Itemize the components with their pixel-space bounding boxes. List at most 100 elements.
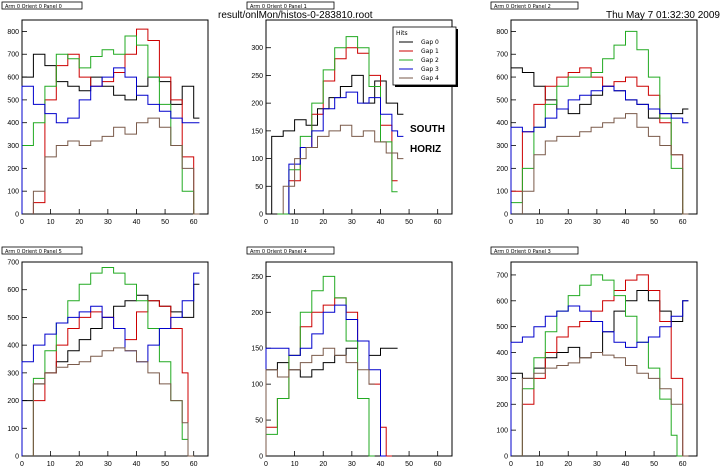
x-tick-label: 60 [190,461,198,468]
x-tick-label: 50 [650,219,658,226]
x-tick-label: 10 [536,461,544,468]
y-tick-label: 200 [496,402,508,409]
y-tick-label: 100 [7,426,19,433]
panel-title: Arm 0 Orient 0 Panel 2 [494,4,551,10]
series-line-gap-3 [21,272,200,456]
x-tick-label: 20 [319,461,327,468]
series-line-gap-4 [282,124,404,214]
legend-entry: Gap 0 [421,39,439,46]
y-tick-label: 0 [259,454,263,461]
x-tick-label: 30 [348,461,356,468]
series-line-gap-2 [521,274,683,457]
y-tick-label: 600 [496,298,508,305]
x-tick-label: 50 [161,219,169,226]
y-tick-label: 700 [496,272,508,279]
x-tick-label: 20 [75,219,83,226]
y-tick-label: 700 [496,52,508,59]
x-tick-label: 40 [622,219,630,226]
y-tick-label: 100 [496,428,508,435]
panel-title: Arm 0 Orient 0 Panel 5 [5,249,62,255]
panel-title-box [490,1,579,10]
series-line-gap-3 [21,67,200,214]
plot-frame [265,261,453,457]
plot-frame [265,19,453,215]
series-line-gap-2 [21,35,200,215]
x-tick-label: 50 [405,219,413,226]
y-tick-label: 500 [7,97,19,104]
x-tick-label: 20 [319,219,327,226]
x-tick-label: 30 [593,219,601,226]
panel-title-box [246,1,335,10]
x-tick-label: 20 [564,219,572,226]
y-tick-label: 400 [7,120,19,127]
x-tick-label: 60 [434,461,442,468]
series-line-gap-0 [510,67,689,214]
y-tick-label: 100 [251,382,263,389]
x-tick-label: 40 [133,219,141,226]
series-line-gap-1 [510,67,689,215]
legend-entry: Gap 4 [421,75,439,82]
x-tick-label: 30 [348,219,356,226]
y-tick-label: 400 [496,120,508,127]
series-line-gap-4 [265,347,375,456]
annotation-south: SOUTH [410,124,445,135]
y-tick-label: 200 [7,166,19,173]
y-tick-label: 300 [7,143,19,150]
y-tick-label: 600 [496,75,508,82]
series-line-gap-0 [21,283,200,456]
x-tick-label: 0 [20,461,24,468]
x-tick-label: 0 [264,219,268,226]
series-line-gap-0 [271,74,404,214]
y-tick-label: 600 [7,75,19,82]
y-tick-label: 100 [251,156,263,163]
annotation-horiz: HORIZ [410,144,441,155]
panel-title: Arm 0 Orient 0 Panel 1 [250,4,307,10]
series-line-gap-4 [521,113,689,215]
x-tick-label: 40 [133,461,141,468]
x-tick-label: 30 [593,461,601,468]
series-line-gap-4 [32,117,200,215]
y-tick-label: 400 [496,350,508,357]
y-tick-label: 100 [7,189,19,196]
series-line-gap-4 [32,347,194,457]
x-tick-label: 20 [75,461,83,468]
datetime-label: Thu May 7 01:32:30 2009 [606,10,720,21]
legend-entry: Gap 3 [421,66,439,73]
x-tick-label: 0 [20,219,24,226]
y-tick-label: 300 [496,143,508,150]
x-tick-label: 30 [104,461,112,468]
y-tick-label: 0 [15,454,19,461]
legend-box [392,26,457,86]
x-tick-label: 10 [47,461,55,468]
y-tick-label: 150 [251,346,263,353]
y-tick-label: 800 [7,29,19,36]
plot-frame [510,261,698,457]
legend-title: Hits [396,30,408,37]
y-tick-label: 200 [251,101,263,108]
x-tick-label: 60 [679,461,687,468]
panel-title: Arm 0 Orient 0 Panel 3 [494,249,551,255]
series-line-gap-3 [265,304,387,457]
legend-entry: Gap 1 [421,48,439,55]
y-tick-label: 500 [496,324,508,331]
x-tick-label: 40 [622,461,630,468]
x-tick-label: 60 [434,219,442,226]
y-tick-label: 600 [7,287,19,294]
series-line-gap-0 [265,340,398,456]
y-tick-label: 250 [251,274,263,281]
series-line-gap-1 [521,274,689,457]
y-tick-label: 100 [496,189,508,196]
y-tick-label: 200 [7,398,19,405]
plot-frame [21,261,209,457]
panel-title: Arm 0 Orient 0 Panel 4 [250,249,307,255]
plot-frame [510,19,698,215]
x-tick-label: 60 [679,219,687,226]
x-tick-label: 10 [291,219,299,226]
panel-title: Arm 0 Orient 0 Panel 0 [5,4,62,10]
x-tick-label: 0 [509,219,513,226]
y-tick-label: 50 [255,184,263,191]
y-tick-label: 700 [7,52,19,59]
series-line-gap-3 [510,300,689,456]
x-tick-label: 0 [264,461,268,468]
y-tick-label: 0 [504,454,508,461]
